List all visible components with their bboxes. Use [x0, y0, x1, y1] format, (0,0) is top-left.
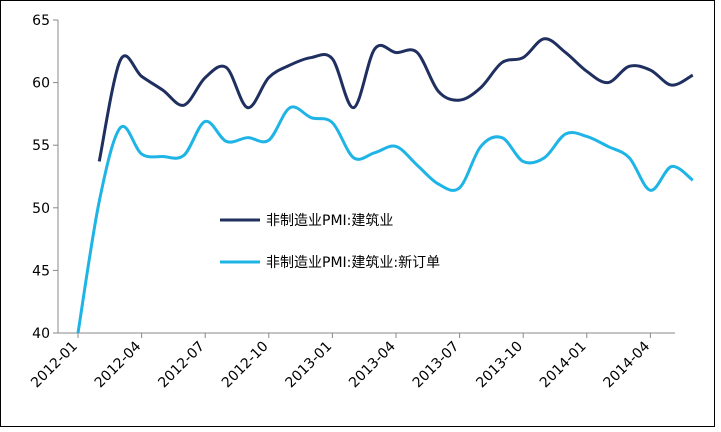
legend-label: 非制造业PMI:建筑业:新订单	[266, 255, 440, 271]
y-tick-label: 40	[32, 326, 50, 342]
x-tick-label: 2013-01	[283, 339, 336, 392]
y-tick-label: 60	[32, 76, 50, 92]
x-tick-label: 2013-10	[473, 339, 526, 392]
x-tick-label: 2012-01	[28, 339, 81, 392]
x-tick-label: 2013-04	[346, 338, 399, 391]
y-tick-label: 50	[32, 201, 50, 217]
x-tick-label: 2012-10	[219, 339, 272, 392]
legend-label: 非制造业PMI:建筑业	[266, 213, 393, 229]
y-tick-label: 45	[32, 263, 50, 279]
y-tick-label: 55	[32, 138, 50, 154]
x-tick-label: 2014-01	[537, 339, 590, 392]
x-tick-label: 2012-07	[155, 339, 208, 392]
series-line	[97, 37, 694, 162]
y-tick-label: 65	[32, 13, 50, 29]
x-tick-label: 2012-04	[92, 338, 145, 391]
x-tick-label: 2014-04	[601, 338, 654, 391]
x-tick-label: 2013-07	[410, 339, 463, 392]
series-line	[76, 105, 694, 334]
